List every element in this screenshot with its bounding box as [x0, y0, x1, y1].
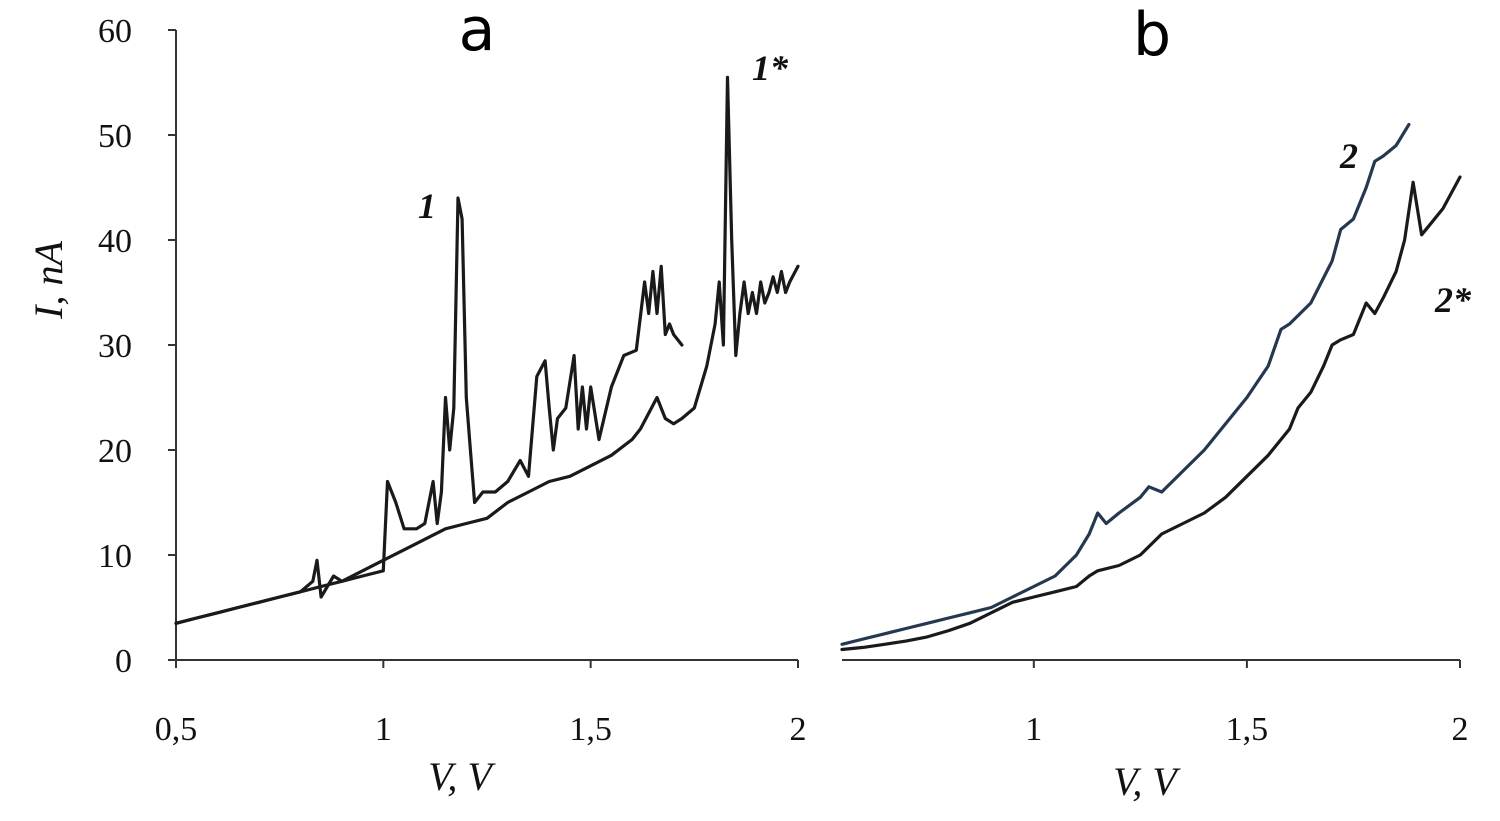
y-axis-title-text-a: I, nA [26, 241, 71, 320]
curve-label-1: 1 [418, 186, 436, 226]
series-line-1-star [174, 75, 800, 625]
x-tick-label: 1 [1025, 711, 1042, 748]
curve-label-2-star: 2* [1434, 280, 1472, 320]
series-line-1 [174, 196, 684, 625]
y-tick-label: 60 [98, 13, 132, 50]
x-tick-label: 1,5 [1226, 711, 1269, 748]
x-tick-label: 0,5 [155, 711, 198, 748]
curve-label-2: 2 [1339, 136, 1358, 176]
panel-label-b: b [1133, 0, 1171, 70]
x-axis-title-b: V, V [1113, 759, 1181, 804]
y-tick-label: 10 [98, 538, 132, 575]
y-tick-label: 30 [98, 328, 132, 365]
series-line-2-star [840, 175, 1462, 652]
series-group-b [840, 122, 1462, 652]
x-tick-label: 1,5 [569, 711, 612, 748]
panel-label-a: a [459, 0, 496, 65]
x-tick-label: 2 [1452, 711, 1469, 748]
x-tick-label: 2 [790, 711, 807, 748]
ticks-b: 1 1,5 2 [1025, 660, 1469, 748]
series-line-2 [840, 122, 1411, 646]
y-axis-title-a: I, nA [26, 241, 71, 320]
panel-b: b 1 1,5 2 V, V 2 2* [840, 0, 1472, 804]
curve-label-1-star: 1* [752, 48, 789, 88]
y-tick-label: 20 [98, 433, 132, 470]
y-tick-label: 40 [98, 223, 132, 260]
y-tick-label: 0 [115, 643, 132, 680]
series-group-a [174, 75, 800, 625]
y-tick-label: 50 [98, 118, 132, 155]
x-tick-label: 1 [375, 711, 392, 748]
x-axis-title-a: V, V [428, 754, 496, 799]
